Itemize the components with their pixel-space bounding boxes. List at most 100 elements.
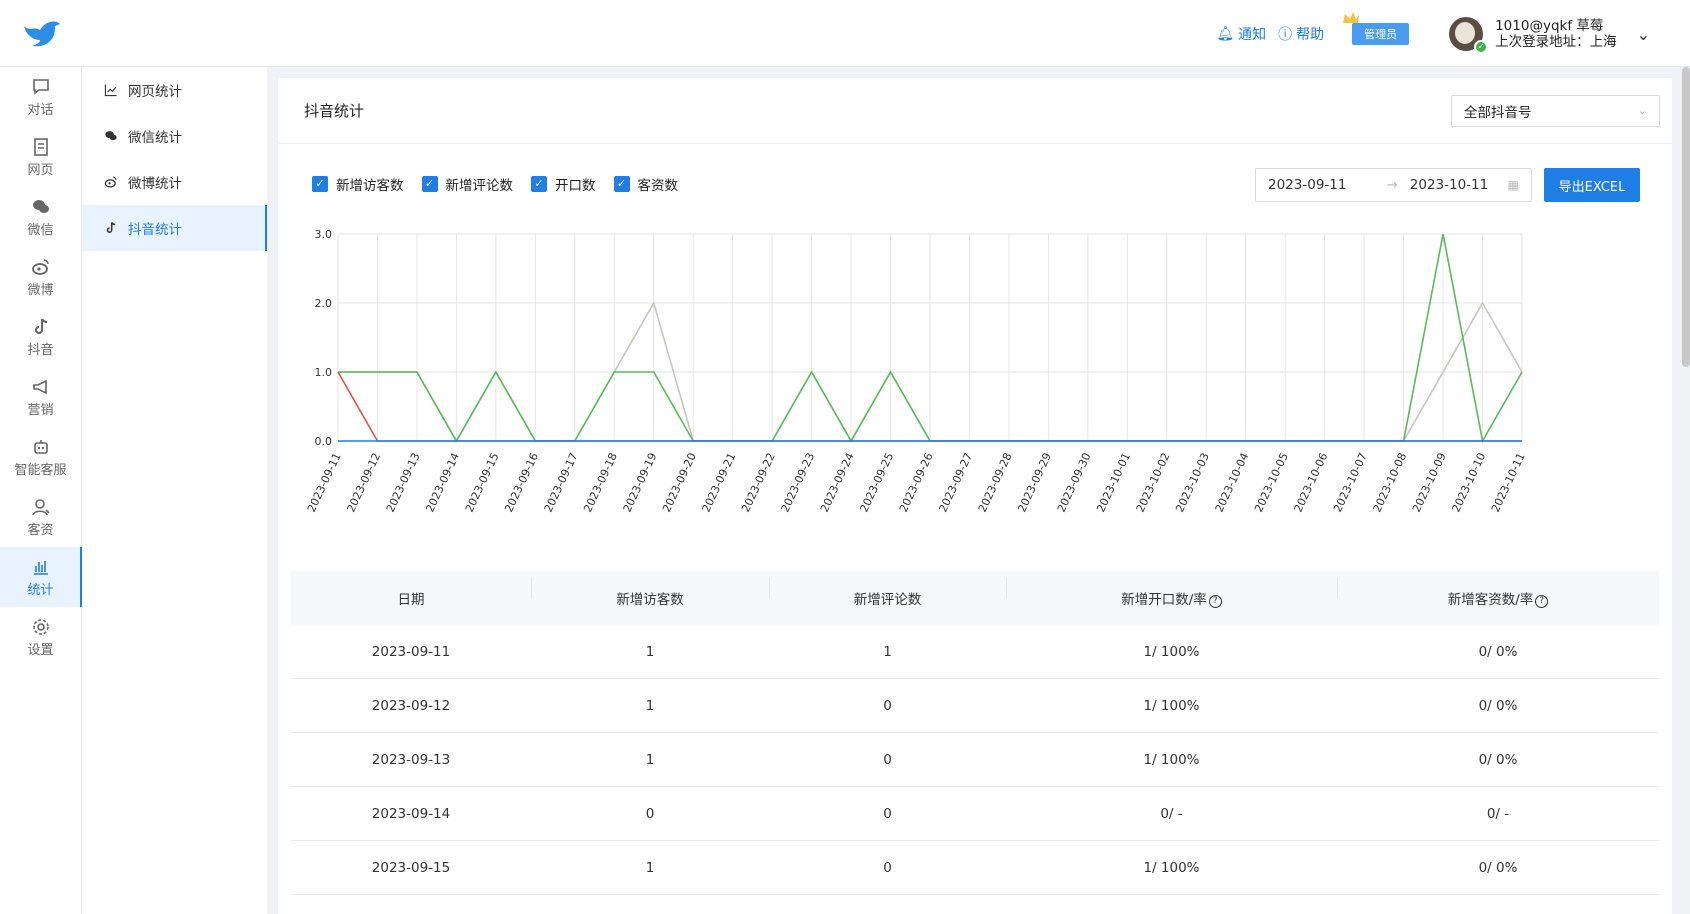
wechat-icon (31, 197, 51, 219)
y-tick-label: 2.0 (315, 297, 333, 310)
table-cell: 0 (883, 805, 892, 822)
table-cell: 1/ 100% (1143, 751, 1200, 768)
subnav-item-label: 抖音统计 (128, 222, 182, 238)
nav-item-7[interactable]: 客资 (0, 487, 81, 547)
table-row: 2023-09-15 1 0 1/ 100% 0/ 0% (291, 841, 1659, 895)
checkbox-checked-icon[interactable]: ✓ (613, 176, 630, 192)
date-range-picker[interactable]: 2023-09-11 → 2023-10-11 ▦ (1255, 168, 1532, 202)
subnav-item-3[interactable]: 抖音统计 (82, 205, 267, 251)
chevron-down-icon: ⌄ (1637, 104, 1647, 117)
nav-item-9[interactable]: 设置 (0, 607, 81, 667)
table-cell: 1/ 100% (1143, 697, 1200, 714)
date-end[interactable]: 2023-10-11 (1409, 177, 1489, 193)
x-tick-label: 2023-10-01 (1094, 451, 1133, 514)
notify-link[interactable]: 🔔︎ 通知 (1216, 24, 1266, 44)
x-tick-label: 2023-09-29 (1015, 451, 1054, 514)
main-panel: 抖音统计 全部抖音号 ⌄ ✓ 新增访客数 ✓ 新增评论数 ✓ 开口数 ✓ 客资数 2023-0… (278, 78, 1672, 914)
nav-item-3[interactable]: 微博 (0, 247, 81, 307)
subnav-item-2[interactable]: 微博统计 (82, 159, 267, 205)
avatar[interactable]: ✓ (1449, 17, 1489, 54)
bird-logo-icon (24, 21, 60, 47)
table-cell: 1/ 100% (1143, 643, 1200, 660)
nav-item-0[interactable]: 对话 (0, 67, 81, 127)
x-tick-label: 2023-09-28 (976, 451, 1015, 514)
checkbox-checked-icon[interactable]: ✓ (531, 176, 547, 192)
col-open-label: 新增开口数/率 (1121, 592, 1207, 608)
chat-icon (31, 77, 51, 99)
douyin-icon (31, 317, 51, 339)
user-info[interactable]: 1010@yqkf 草莓 上次登录地址：上海 (1495, 18, 1617, 50)
account-select[interactable]: 全部抖音号 ⌄ (1451, 94, 1660, 127)
table-row: 2023-09-11 1 1 1/ 100% 0/ 0% (291, 625, 1659, 679)
nav-item-4[interactable]: 抖音 (0, 307, 81, 367)
help-link[interactable]: ⓘ 帮助 (1278, 24, 1324, 44)
export-excel-button[interactable]: 导出EXCEL (1544, 168, 1640, 202)
table-cell: 1 (645, 643, 655, 660)
table-cell: 1 (645, 751, 655, 768)
wechat-icon (104, 129, 118, 143)
x-tick-label: 2023-10-06 (1292, 451, 1331, 514)
megaphone-icon (31, 377, 51, 399)
admin-badge-label: 管理员 (1364, 28, 1398, 41)
nav-item-label: 设置 (27, 642, 54, 658)
x-tick-label: 2023-09-13 (384, 451, 423, 514)
question-icon: ⓘ (1278, 27, 1293, 43)
nav-item-5[interactable]: 营销 (0, 367, 81, 427)
x-tick-label: 2023-09-16 (502, 451, 541, 514)
weibo-icon (31, 257, 51, 279)
help-label: 帮助 (1296, 27, 1325, 43)
table-cell: 1 (645, 859, 655, 876)
col-open: 新增开口数/率? (1006, 578, 1337, 608)
nav-item-label: 智能客服 (14, 462, 67, 478)
x-tick-label: 2023-10-09 (1410, 451, 1449, 514)
nav-item-label: 抖音 (27, 342, 54, 358)
weibo-icon (104, 175, 118, 189)
subnav-item-0[interactable]: 网页统计 (82, 67, 267, 113)
top-right-area: 🔔︎ 通知 ⓘ 帮助 管理员 ✓ 1010@yqkf 草莓 上次登录地址：上海 … (1216, 10, 1650, 58)
table-cell: 2023-09-11 (371, 643, 451, 660)
panel-header: 抖音统计 全部抖音号 ⌄ (278, 78, 1672, 144)
table-cell: 0/ 0% (1478, 751, 1518, 768)
subnav-item-label: 微博统计 (128, 176, 182, 192)
series-checkbox-0[interactable]: ✓ 新增访客数 (312, 174, 404, 194)
primary-nav: 对话 网页 微信 微博抖音营销智能客服客资 统计设置 (0, 67, 82, 914)
last-login: 上次登录地址：上海 (1495, 34, 1617, 50)
nav-item-2[interactable]: 微信 (0, 187, 81, 247)
nav-item-8[interactable]: 统计 (0, 547, 82, 607)
table-cell: 0 (883, 751, 892, 768)
series-checkbox-label: 新增评论数 (445, 178, 514, 194)
table-header: 日期 新增访客数 新增评论数 新增开口数/率? 新增客资数/率? (291, 571, 1659, 625)
table-cell: 2023-09-15 (371, 859, 451, 876)
page-scrollbar[interactable] (1682, 67, 1690, 367)
help-circle-icon[interactable]: ? (1208, 595, 1222, 608)
nav-item-label: 营销 (27, 402, 54, 418)
help-circle-icon[interactable]: ? (1535, 595, 1549, 608)
chevron-down-icon[interactable]: ⌄ (1636, 24, 1650, 44)
subnav-item-1[interactable]: 微信统计 (82, 113, 267, 159)
nav-item-6[interactable]: 智能客服 (0, 427, 81, 487)
line-chart-icon (104, 83, 118, 97)
x-tick-label: 2023-10-08 (1371, 451, 1410, 514)
y-tick-label: 1.0 (315, 366, 333, 379)
secondary-nav: 网页统计 微信统计微博统计抖音统计 (82, 67, 267, 914)
table-cell: 2023-09-13 (371, 751, 451, 768)
checkbox-checked-icon[interactable]: ✓ (421, 176, 438, 192)
x-tick-label: 2023-09-25 (857, 451, 896, 514)
table-cell: 2023-09-14 (371, 805, 451, 822)
x-tick-label: 2023-09-22 (739, 451, 778, 514)
series-checkbox-1[interactable]: ✓ 新增评论数 (421, 174, 514, 194)
x-tick-label: 2023-10-03 (1173, 451, 1212, 514)
x-tick-label: 2023-09-27 (936, 451, 975, 514)
webpage-icon (31, 137, 51, 159)
series-checkbox-3[interactable]: ✓ 客资数 (613, 174, 678, 194)
date-start[interactable]: 2023-09-11 (1268, 177, 1347, 193)
x-tick-label: 2023-10-10 (1449, 451, 1488, 514)
checkbox-checked-icon[interactable]: ✓ (312, 176, 328, 192)
table-cell: 0/ - (1486, 805, 1510, 822)
nav-item-1[interactable]: 网页 (0, 127, 81, 187)
douyin-icon (104, 221, 118, 235)
x-tick-label: 2023-09-26 (897, 451, 936, 514)
series-checkbox-2[interactable]: ✓ 开口数 (531, 174, 596, 194)
series-filters: ✓ 新增访客数 ✓ 新增评论数 ✓ 开口数 ✓ 客资数 (312, 174, 678, 194)
y-tick-label: 3.0 (315, 228, 333, 241)
